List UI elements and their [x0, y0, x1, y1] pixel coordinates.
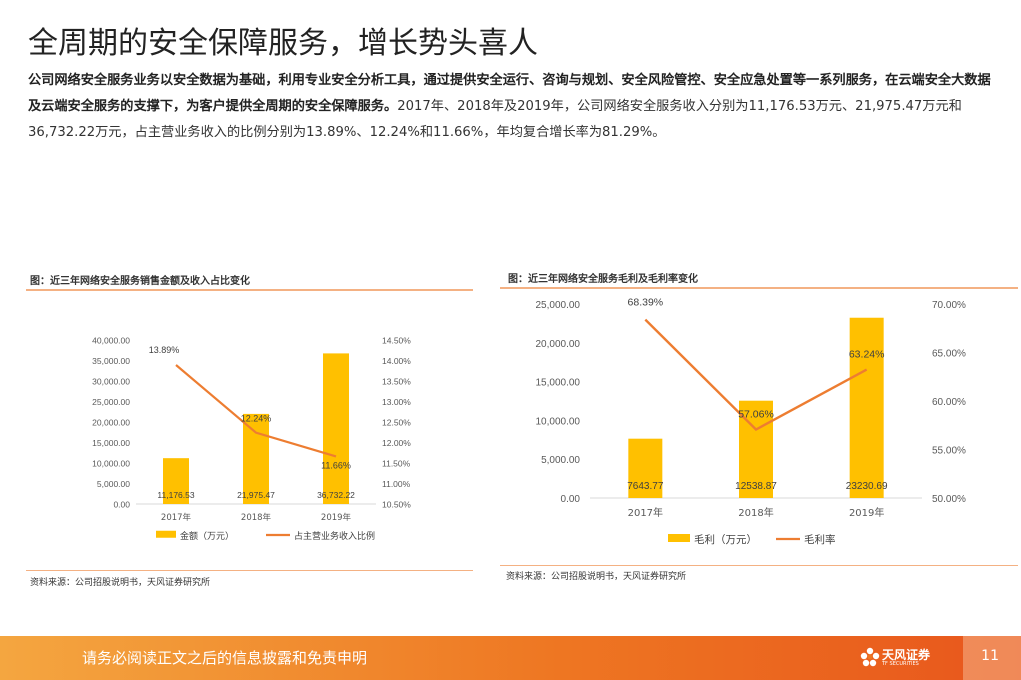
chart2-source: 资料来源：公司招股说明书，天风证券研究所: [506, 572, 687, 582]
chart2: 0.00 5,000.00 10,000.00 15,000.00 20,000.00 2…: [536, 297, 967, 546]
chart1-line-label: 13.89%: [149, 345, 180, 355]
chart2-y-left-tick: 25,000.00: [536, 300, 581, 311]
tf-securities-logo: 天风证券 TF SECURITIES: [860, 644, 960, 672]
logo-subtext: TF SECURITIES: [882, 661, 919, 667]
chart1-y-left-tick: 10,000.00: [92, 458, 130, 468]
intro-paragraph: 公司网络安全服务业务以安全数据为基础，利用专业安全分析工具，通过提供安全运行、咨…: [28, 68, 996, 146]
footer-disclaimer: 请务必阅读正文之后的信息披露和免责申明: [82, 649, 368, 667]
chart2-title: 图：近三年网络安全服务毛利及毛利率变化: [508, 274, 698, 285]
chart1-y-left-tick: 30,000.00: [92, 376, 130, 386]
chart1-category-label: 2017年: [161, 512, 192, 523]
chart2-bar-label: 12538.87: [735, 481, 777, 492]
chart1-bottom-rule: [26, 570, 473, 571]
page-number: 11: [981, 648, 999, 664]
chart2-line-series: [644, 318, 868, 431]
chart1-y-right-tick: 12.50%: [382, 417, 411, 427]
chart2-line-label: 63.24%: [849, 349, 885, 361]
chart1-y-right-tick: 14.50%: [382, 335, 411, 345]
chart2-bottom-rule: [500, 565, 1018, 566]
flower-logo-icon: [860, 647, 880, 667]
chart1-bar-label: 36,732.22: [317, 490, 355, 500]
chart1-top-rule: [26, 289, 473, 291]
chart1: 0.00 5,000.00 10,000.00 15,000.00 20,000.00 2…: [92, 335, 411, 542]
chart2-line-label: 57.06%: [738, 409, 774, 421]
chart1-y-left-tick: 5,000.00: [97, 479, 130, 489]
chart1-y-left-tick: 0.00: [113, 499, 130, 509]
chart1-y-left-tick: 15,000.00: [92, 438, 130, 448]
chart2-y-right-tick: 65.00%: [932, 349, 966, 360]
chart2-y-left-tick: 20,000.00: [536, 339, 581, 350]
chart1-line-label: 12.24%: [241, 414, 272, 424]
chart2-y-left-tick: 10,000.00: [536, 416, 581, 427]
chart1-legend-bar-swatch: [156, 530, 176, 538]
chart2-top-rule: [500, 287, 1018, 289]
chart1-y-left-tick: 20,000.00: [92, 417, 130, 427]
logo-text: 天风证券: [882, 648, 931, 662]
chart2-line-label: 68.39%: [628, 297, 664, 309]
chart1-y-right-tick: 10.50%: [382, 499, 411, 509]
chart2-legend-line-label: 毛利率: [804, 533, 836, 546]
chart1-y-right-tick: 14.00%: [382, 356, 411, 366]
chart1-bar: [163, 458, 189, 504]
chart2-y-right-tick: 55.00%: [932, 446, 966, 457]
chart1-line-label: 11.66%: [321, 460, 351, 470]
page-number-box: [963, 636, 1021, 680]
chart2-y-right-tick: 70.00%: [932, 300, 966, 311]
chart1-y-right-tick: 13.00%: [382, 397, 411, 407]
chart1-y-right-tick: 12.00%: [382, 438, 411, 448]
chart1-y-right-tick: 13.50%: [382, 376, 411, 386]
chart2-y-right-tick: 50.00%: [932, 494, 966, 505]
chart2-y-right-tick: 60.00%: [932, 397, 966, 408]
chart1-y-left-tick: 25,000.00: [92, 397, 130, 407]
chart1-y-left-tick: 40,000.00: [92, 335, 130, 345]
chart2-bar-label: 7643.77: [627, 481, 664, 492]
page-title: 全周期的安全保障服务，增长势头喜人: [28, 26, 538, 61]
intro-bold-text: 公司网络安全服务业务以安全数据为基础，利用专业安全分析工具，通过提供安全运行、咨…: [28, 73, 991, 114]
chart1-line-series: [175, 364, 337, 458]
chart2-legend-bar-swatch: [668, 534, 690, 542]
chart2-bar: [849, 317, 884, 498]
chart1-bar: [323, 353, 349, 504]
chart1-title: 图：近三年网络安全服务销售金额及收入占比变化: [30, 276, 250, 287]
chart2-category-label: 2018年: [738, 506, 773, 519]
chart2-bar: [628, 438, 663, 498]
chart1-bar: [243, 413, 269, 504]
chart1-source: 资料来源：公司招股说明书，天风证券研究所: [30, 578, 211, 588]
chart1-y-right-tick: 11.50%: [382, 458, 411, 468]
chart2-bar-label: 23230.69: [846, 481, 888, 492]
chart1-legend-line-label: 占主营业务收入比例: [294, 530, 375, 542]
chart1-category-label: 2019年: [321, 512, 352, 523]
chart1-category-label: 2018年: [241, 512, 272, 523]
chart1-bar-label: 11,176.53: [157, 490, 194, 500]
chart2-legend-bar-label: 毛利（万元）: [694, 534, 757, 546]
chart1-y-right-tick: 11.00%: [382, 479, 411, 489]
chart2-y-left-tick: 15,000.00: [536, 378, 581, 389]
chart1-legend-bar-label: 金额（万元）: [180, 530, 234, 542]
chart1-bar-label: 21,975.47: [237, 490, 275, 500]
footer-bar: 请务必阅读正文之后的信息披露和免责申明 天风证券 TF SECURITIES 1…: [0, 636, 1021, 680]
chart2-category-label: 2019年: [849, 506, 884, 519]
chart2-category-label: 2017年: [628, 506, 663, 519]
chart1-y-left-tick: 35,000.00: [92, 356, 130, 366]
chart2-y-left-tick: 0.00: [561, 494, 581, 505]
chart2-y-left-tick: 5,000.00: [541, 455, 580, 466]
intro-rest-text: 2017年、2018年及2019年，公司网络安全服务收入分别为11,176.53…: [28, 99, 962, 140]
